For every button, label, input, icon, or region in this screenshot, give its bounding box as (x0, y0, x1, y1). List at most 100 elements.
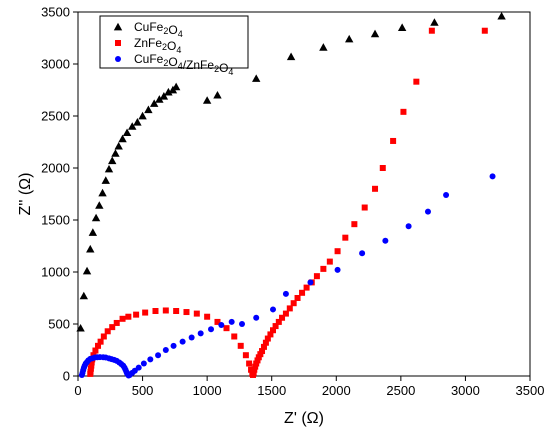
data-point (193, 310, 200, 317)
data-point (326, 258, 333, 265)
data-point (303, 284, 310, 291)
data-point (286, 305, 293, 312)
x-axis-label: Z' (Ω) (284, 410, 324, 427)
data-point (286, 52, 296, 61)
data-point (183, 309, 190, 316)
data-point (202, 96, 212, 104)
data-point (147, 356, 154, 363)
data-point (390, 137, 397, 144)
data-point (197, 330, 204, 337)
data-point (208, 326, 215, 333)
data-point (345, 34, 354, 43)
data-point (428, 27, 435, 34)
data-point (164, 87, 173, 96)
legend-marker (113, 22, 123, 31)
data-point (91, 213, 101, 222)
data-point (128, 122, 137, 130)
legend-box (99, 15, 249, 69)
data-point (282, 290, 289, 297)
series-2 (87, 27, 488, 378)
data-point (253, 314, 260, 321)
x-tick-label: 500 (132, 383, 154, 398)
data-point (275, 318, 282, 325)
data-point (246, 360, 253, 367)
data-point (122, 128, 132, 136)
data-point (282, 310, 289, 317)
data-point (95, 342, 102, 349)
data-point (351, 221, 358, 228)
data-point (173, 308, 180, 314)
data-point (111, 149, 120, 157)
data-point (100, 333, 107, 340)
data-point (359, 250, 366, 257)
data-point (443, 192, 450, 199)
data-point (400, 108, 407, 115)
data-point (260, 343, 267, 350)
legend-label: ZnFe2O4 (134, 36, 181, 55)
data-point (255, 354, 262, 361)
data-point (430, 18, 439, 26)
data-point (213, 91, 222, 99)
data-point (313, 273, 320, 280)
data-point (272, 323, 279, 330)
data-point (223, 325, 230, 332)
data-point (270, 306, 277, 313)
data-point (135, 364, 142, 371)
data-point (319, 43, 328, 51)
data-point (250, 369, 257, 376)
data-point (299, 289, 306, 296)
data-point (119, 315, 126, 322)
data-point (413, 78, 420, 85)
x-tick-label: 1500 (257, 383, 286, 398)
y-tick-label: 1500 (41, 213, 70, 228)
data-point (370, 29, 380, 38)
y-tick-label: 500 (48, 317, 70, 332)
data-point (334, 248, 341, 255)
data-point (155, 352, 162, 359)
data-point (149, 99, 159, 107)
data-point (237, 342, 244, 349)
data-point (118, 134, 127, 143)
data-point (251, 366, 258, 373)
data-point (152, 308, 159, 314)
x-tick-label: 1000 (193, 383, 222, 398)
data-point (87, 368, 94, 375)
legend-marker (115, 40, 121, 46)
y-tick-label: 1000 (41, 265, 70, 280)
data-point (248, 366, 255, 373)
data-point (489, 173, 496, 180)
data-point (334, 266, 341, 273)
data-point (218, 322, 225, 329)
data-point (257, 351, 264, 358)
data-marks (76, 11, 506, 379)
data-point (262, 339, 269, 346)
data-point (231, 333, 238, 340)
data-point (170, 342, 177, 349)
data-point (259, 348, 266, 355)
data-point (104, 164, 114, 173)
y-tick-label: 0 (63, 369, 70, 384)
data-point (264, 335, 271, 342)
data-point (270, 327, 277, 334)
data-point (92, 347, 99, 354)
x-tick-label: 3500 (516, 383, 545, 398)
data-point (133, 311, 140, 318)
y-tick-label: 3500 (41, 5, 70, 20)
data-point (320, 265, 327, 272)
data-point (424, 208, 431, 215)
legend-label: CuFe2O4 (134, 20, 183, 39)
axes: 0 500 1000 1500 2000 2500 3000 3500 0 500 1000 1500… (41, 5, 544, 399)
data-point (88, 362, 95, 369)
y-axis-label: Z'' (Ω) (17, 173, 34, 216)
data-point (307, 279, 314, 286)
data-point (108, 156, 117, 165)
data-point (101, 176, 110, 184)
data-point (204, 313, 211, 320)
data-point (140, 360, 147, 367)
data-point (97, 338, 104, 345)
legend-marker (115, 56, 121, 62)
data-point (155, 95, 164, 103)
data-point (88, 359, 95, 366)
